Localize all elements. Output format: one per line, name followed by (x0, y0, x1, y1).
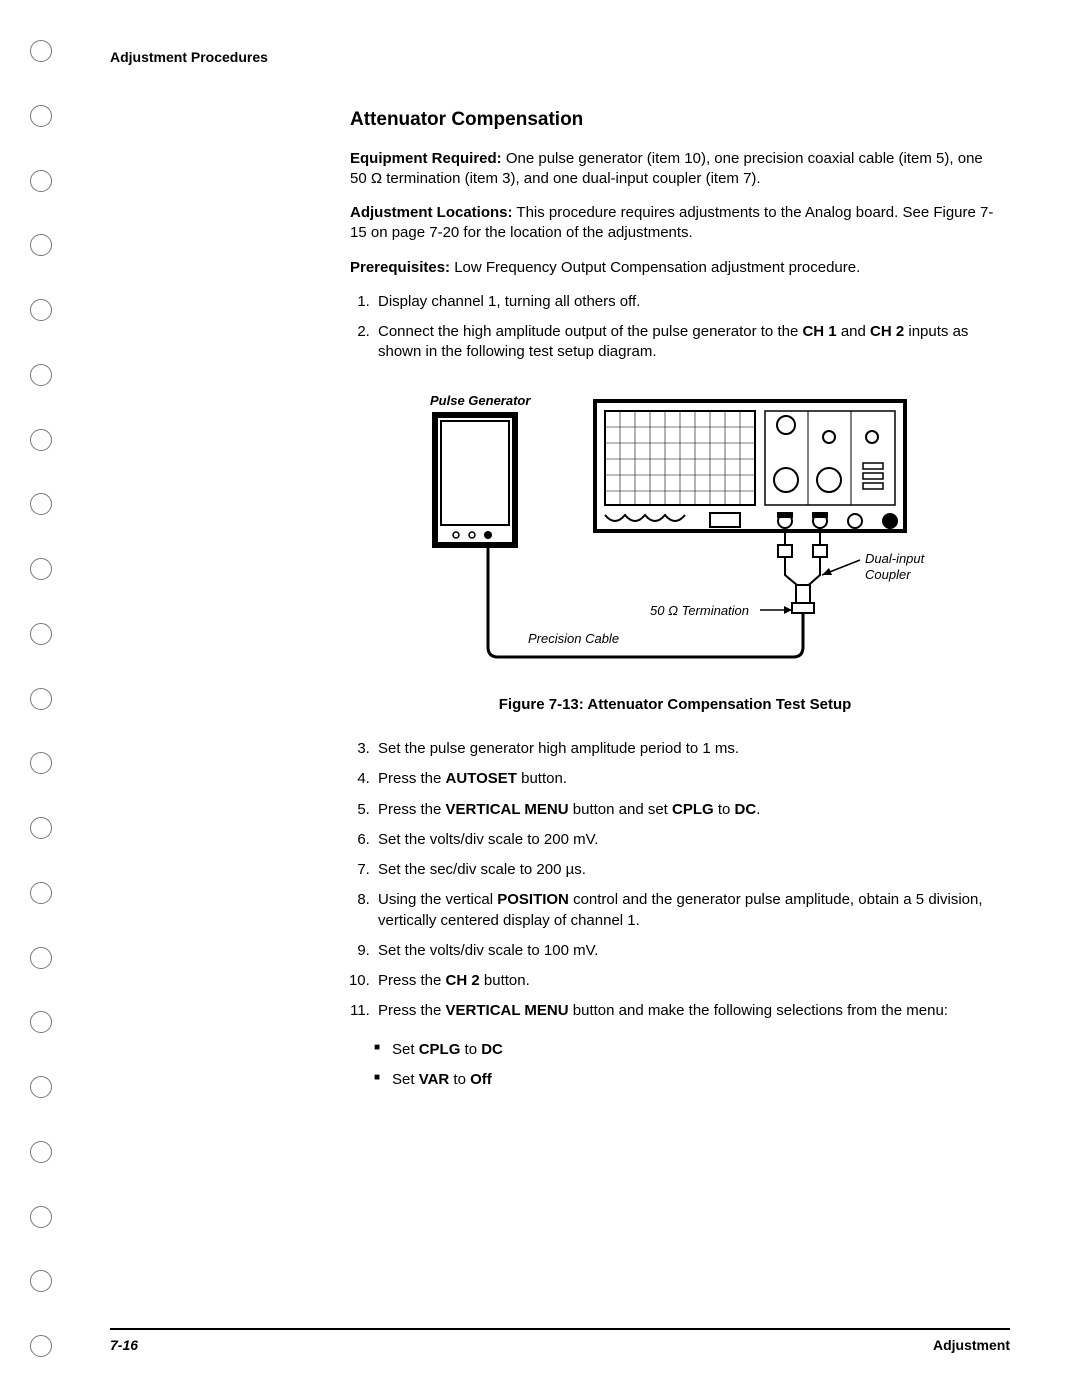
dual-coupler-label-2: Coupler (865, 567, 911, 582)
binding-ring (30, 623, 52, 645)
procedure-step: Set the pulse generator high amplitude p… (374, 739, 1000, 759)
binding-ring (30, 817, 52, 839)
procedure-step: Display channel 1, turning all others of… (374, 292, 1000, 312)
procedure-step: Set the volts/div scale to 200 mV. (374, 830, 1000, 850)
procedure-step: Press the CH 2 button. (374, 971, 1000, 991)
procedure-step: Set the volts/div scale to 100 mV. (374, 941, 1000, 961)
procedure-step: Connect the high amplitude output of the… (374, 322, 1000, 363)
equipment-paragraph: Equipment Required: One pulse generator … (350, 149, 1000, 190)
procedure-step: Press the VERTICAL MENU button and make … (374, 1001, 1000, 1021)
page-footer: 7-16 Adjustment (110, 1328, 1010, 1355)
binding-ring (30, 1011, 52, 1033)
document-page: Adjustment Procedures Attenuator Compens… (0, 0, 1080, 1397)
steps-list-a: Display channel 1, turning all others of… (350, 292, 1000, 363)
procedure-step: Press the AUTOSET button. (374, 769, 1000, 789)
figure-area: Pulse Generator (380, 385, 1000, 681)
figure-caption: Figure 7-13: Attenuator Compensation Tes… (350, 695, 1000, 715)
procedure-step: Using the vertical POSITION control and … (374, 890, 1000, 931)
precision-cable-label: Precision Cable (528, 631, 619, 646)
binding-ring (30, 234, 52, 256)
bullet-item: Set CPLG to DC (374, 1040, 1000, 1060)
binding-ring (30, 429, 52, 451)
prereq-label: Prerequisites: (350, 259, 450, 276)
steps-list-b: Set the pulse generator high amplitude p… (350, 739, 1000, 1022)
binding-ring (30, 105, 52, 127)
section-title: Attenuator Compensation (350, 107, 1000, 133)
binding-ring (30, 364, 52, 386)
binding-ring (30, 170, 52, 192)
pulse-generator-label: Pulse Generator (430, 393, 531, 408)
binding-ring (30, 558, 52, 580)
prereq-text: Low Frequency Output Compensation adjust… (450, 259, 860, 276)
procedure-step: Press the VERTICAL MENU button and set C… (374, 800, 1000, 820)
footer-label: Adjustment (933, 1336, 1010, 1355)
bullet-list: Set CPLG to DC Set VAR to Off (350, 1040, 1000, 1091)
binding-ring (30, 1076, 52, 1098)
binding-ring (30, 493, 52, 515)
locations-paragraph: Adjustment Locations: This procedure req… (350, 203, 1000, 244)
binding-holes (30, 40, 54, 1357)
procedure-step: Set the sec/div scale to 200 µs. (374, 860, 1000, 880)
locations-label: Adjustment Locations: (350, 204, 513, 221)
binding-ring (30, 1206, 52, 1228)
test-setup-diagram: Pulse Generator (380, 385, 940, 675)
binding-ring (30, 688, 52, 710)
binding-ring (30, 882, 52, 904)
bullet-item: Set VAR to Off (374, 1070, 1000, 1090)
binding-ring (30, 1270, 52, 1292)
page-number: 7-16 (110, 1336, 138, 1355)
page-header: Adjustment Procedures (110, 48, 1010, 67)
binding-ring (30, 1141, 52, 1163)
binding-ring (30, 752, 52, 774)
termination-label: 50 Ω Termination (650, 603, 749, 618)
binding-ring (30, 299, 52, 321)
binding-ring (30, 947, 52, 969)
equipment-label: Equipment Required: (350, 150, 502, 167)
dual-coupler-label-1: Dual-input (865, 551, 926, 566)
binding-ring (30, 1335, 52, 1357)
prereq-paragraph: Prerequisites: Low Frequency Output Comp… (350, 258, 1000, 278)
binding-ring (30, 40, 52, 62)
main-content: Attenuator Compensation Equipment Requir… (350, 107, 1000, 1090)
